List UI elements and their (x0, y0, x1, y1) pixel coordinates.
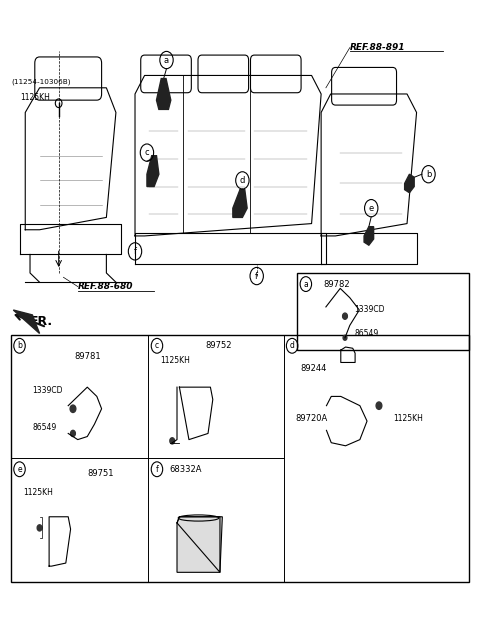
Circle shape (37, 525, 42, 531)
Text: 1125KH: 1125KH (160, 356, 190, 365)
Text: 86549: 86549 (355, 329, 379, 338)
Text: 89720A: 89720A (296, 414, 328, 422)
Text: a: a (303, 280, 308, 288)
Text: 68332A: 68332A (170, 465, 203, 474)
Text: d: d (289, 341, 295, 350)
Circle shape (70, 405, 76, 412)
Text: d: d (240, 176, 245, 185)
Text: a: a (164, 56, 169, 64)
Text: REF.88-680: REF.88-680 (78, 282, 133, 291)
Text: 86549: 86549 (33, 423, 57, 432)
Text: 89782: 89782 (324, 280, 350, 288)
Circle shape (376, 402, 382, 409)
Text: b: b (426, 170, 431, 179)
Text: e: e (17, 465, 22, 474)
Text: c: c (155, 341, 159, 350)
Bar (11, 335, 469, 582)
Text: f: f (133, 247, 136, 256)
Text: c: c (144, 148, 149, 157)
Text: 1339CD: 1339CD (33, 386, 63, 395)
Polygon shape (233, 190, 247, 218)
Circle shape (170, 438, 175, 444)
Text: FR.: FR. (30, 314, 53, 327)
Text: 89751: 89751 (87, 469, 114, 478)
Text: 1339CD: 1339CD (355, 306, 385, 314)
Text: (11254-10306B): (11254-10306B) (11, 78, 71, 85)
Bar (297, 273, 469, 350)
Text: e: e (369, 203, 374, 213)
Polygon shape (364, 227, 373, 245)
Circle shape (343, 313, 348, 319)
Polygon shape (177, 516, 222, 572)
Text: f: f (156, 465, 158, 474)
Text: 89781: 89781 (74, 352, 101, 361)
Circle shape (343, 335, 347, 340)
Text: 89752: 89752 (205, 341, 232, 350)
Text: 1125KH: 1125KH (23, 487, 53, 497)
Text: b: b (17, 341, 22, 350)
Polygon shape (405, 174, 414, 193)
Circle shape (71, 430, 75, 436)
Polygon shape (156, 79, 171, 109)
Text: 1125KH: 1125KH (21, 92, 50, 102)
Polygon shape (147, 156, 159, 187)
Text: f: f (255, 272, 258, 281)
Text: 89244: 89244 (300, 364, 326, 373)
Text: 1125KH: 1125KH (393, 414, 423, 422)
Polygon shape (13, 310, 39, 334)
Text: REF.88-891: REF.88-891 (350, 43, 405, 52)
